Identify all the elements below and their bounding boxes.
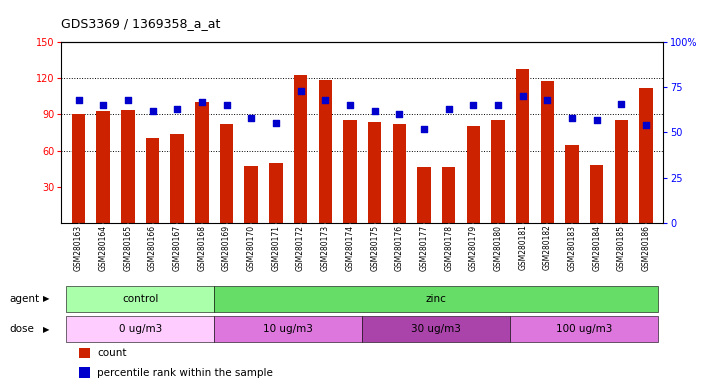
Bar bbox=[294, 75, 307, 223]
Text: GSM280183: GSM280183 bbox=[567, 225, 577, 270]
Point bbox=[344, 103, 355, 109]
Bar bbox=[97, 111, 110, 223]
Point bbox=[394, 111, 405, 118]
Text: percentile rank within the sample: percentile rank within the sample bbox=[97, 368, 273, 378]
Point bbox=[591, 117, 603, 123]
Point bbox=[640, 122, 652, 128]
Point bbox=[467, 103, 479, 109]
Bar bbox=[343, 121, 357, 223]
Point bbox=[97, 103, 109, 109]
Text: ▶: ▶ bbox=[43, 325, 49, 334]
Text: GSM280174: GSM280174 bbox=[345, 225, 355, 271]
Text: GSM280170: GSM280170 bbox=[247, 225, 256, 271]
Text: GSM280173: GSM280173 bbox=[321, 225, 329, 271]
Bar bbox=[66, 316, 214, 342]
Text: GSM280168: GSM280168 bbox=[198, 225, 206, 270]
Point bbox=[246, 115, 257, 121]
Bar bbox=[363, 316, 510, 342]
Text: GDS3369 / 1369358_a_at: GDS3369 / 1369358_a_at bbox=[61, 17, 221, 30]
Text: 100 ug/m3: 100 ug/m3 bbox=[556, 324, 613, 334]
Bar bbox=[319, 79, 332, 223]
Text: GSM280177: GSM280177 bbox=[420, 225, 428, 271]
Text: 0 ug/m3: 0 ug/m3 bbox=[119, 324, 162, 334]
Bar bbox=[614, 121, 628, 223]
Bar bbox=[466, 126, 480, 223]
Point bbox=[418, 126, 430, 132]
Point bbox=[122, 97, 133, 103]
Text: GSM280180: GSM280180 bbox=[493, 225, 503, 270]
Text: GSM280166: GSM280166 bbox=[148, 225, 157, 271]
Point bbox=[541, 97, 553, 103]
Bar bbox=[442, 167, 456, 223]
Bar bbox=[368, 122, 381, 223]
Bar bbox=[146, 139, 159, 223]
Text: agent: agent bbox=[9, 294, 40, 304]
Bar bbox=[170, 134, 184, 223]
Text: zinc: zinc bbox=[426, 293, 447, 304]
Bar bbox=[491, 121, 505, 223]
Bar bbox=[72, 114, 85, 223]
Text: GSM280176: GSM280176 bbox=[395, 225, 404, 271]
Text: GSM280185: GSM280185 bbox=[617, 225, 626, 270]
Text: GSM280178: GSM280178 bbox=[444, 225, 454, 270]
Bar bbox=[516, 69, 529, 223]
Bar bbox=[244, 166, 258, 223]
Text: GSM280163: GSM280163 bbox=[74, 225, 83, 271]
Text: GSM280172: GSM280172 bbox=[296, 225, 305, 270]
Text: GSM280175: GSM280175 bbox=[370, 225, 379, 271]
Text: GSM280182: GSM280182 bbox=[543, 225, 552, 270]
Bar bbox=[417, 167, 430, 223]
Text: GSM280184: GSM280184 bbox=[592, 225, 601, 270]
Point bbox=[616, 101, 627, 107]
Bar bbox=[510, 316, 658, 342]
Text: GSM280169: GSM280169 bbox=[222, 225, 231, 271]
Point bbox=[73, 97, 84, 103]
Bar bbox=[565, 144, 579, 223]
Bar bbox=[79, 348, 90, 358]
Point bbox=[147, 108, 159, 114]
Bar bbox=[195, 103, 208, 223]
Text: control: control bbox=[122, 293, 159, 304]
Text: 30 ug/m3: 30 ug/m3 bbox=[412, 324, 461, 334]
Bar bbox=[541, 81, 554, 223]
Bar bbox=[392, 124, 406, 223]
Point bbox=[443, 106, 454, 112]
Bar bbox=[121, 109, 135, 223]
Bar bbox=[214, 286, 658, 311]
Point bbox=[295, 88, 306, 94]
Text: GSM280181: GSM280181 bbox=[518, 225, 527, 270]
Bar bbox=[79, 367, 90, 378]
Text: GSM280186: GSM280186 bbox=[642, 225, 650, 270]
Point bbox=[566, 115, 578, 121]
Point bbox=[172, 106, 183, 112]
Bar bbox=[214, 316, 363, 342]
Point bbox=[221, 103, 232, 109]
Point bbox=[517, 93, 528, 99]
Point bbox=[492, 103, 504, 109]
Point bbox=[319, 97, 331, 103]
Point bbox=[270, 121, 282, 127]
Text: GSM280164: GSM280164 bbox=[99, 225, 107, 271]
Point bbox=[196, 99, 208, 105]
Bar bbox=[590, 165, 603, 223]
Bar bbox=[640, 88, 653, 223]
Text: GSM280167: GSM280167 bbox=[173, 225, 182, 271]
Point bbox=[369, 108, 381, 114]
Text: count: count bbox=[97, 348, 127, 358]
Bar bbox=[220, 124, 234, 223]
Text: ▶: ▶ bbox=[43, 294, 49, 303]
Text: 10 ug/m3: 10 ug/m3 bbox=[263, 324, 313, 334]
Text: GSM280171: GSM280171 bbox=[271, 225, 280, 270]
Text: GSM280179: GSM280179 bbox=[469, 225, 478, 271]
Bar bbox=[269, 162, 283, 223]
Bar bbox=[66, 286, 214, 311]
Text: dose: dose bbox=[9, 324, 35, 334]
Text: GSM280165: GSM280165 bbox=[123, 225, 133, 271]
